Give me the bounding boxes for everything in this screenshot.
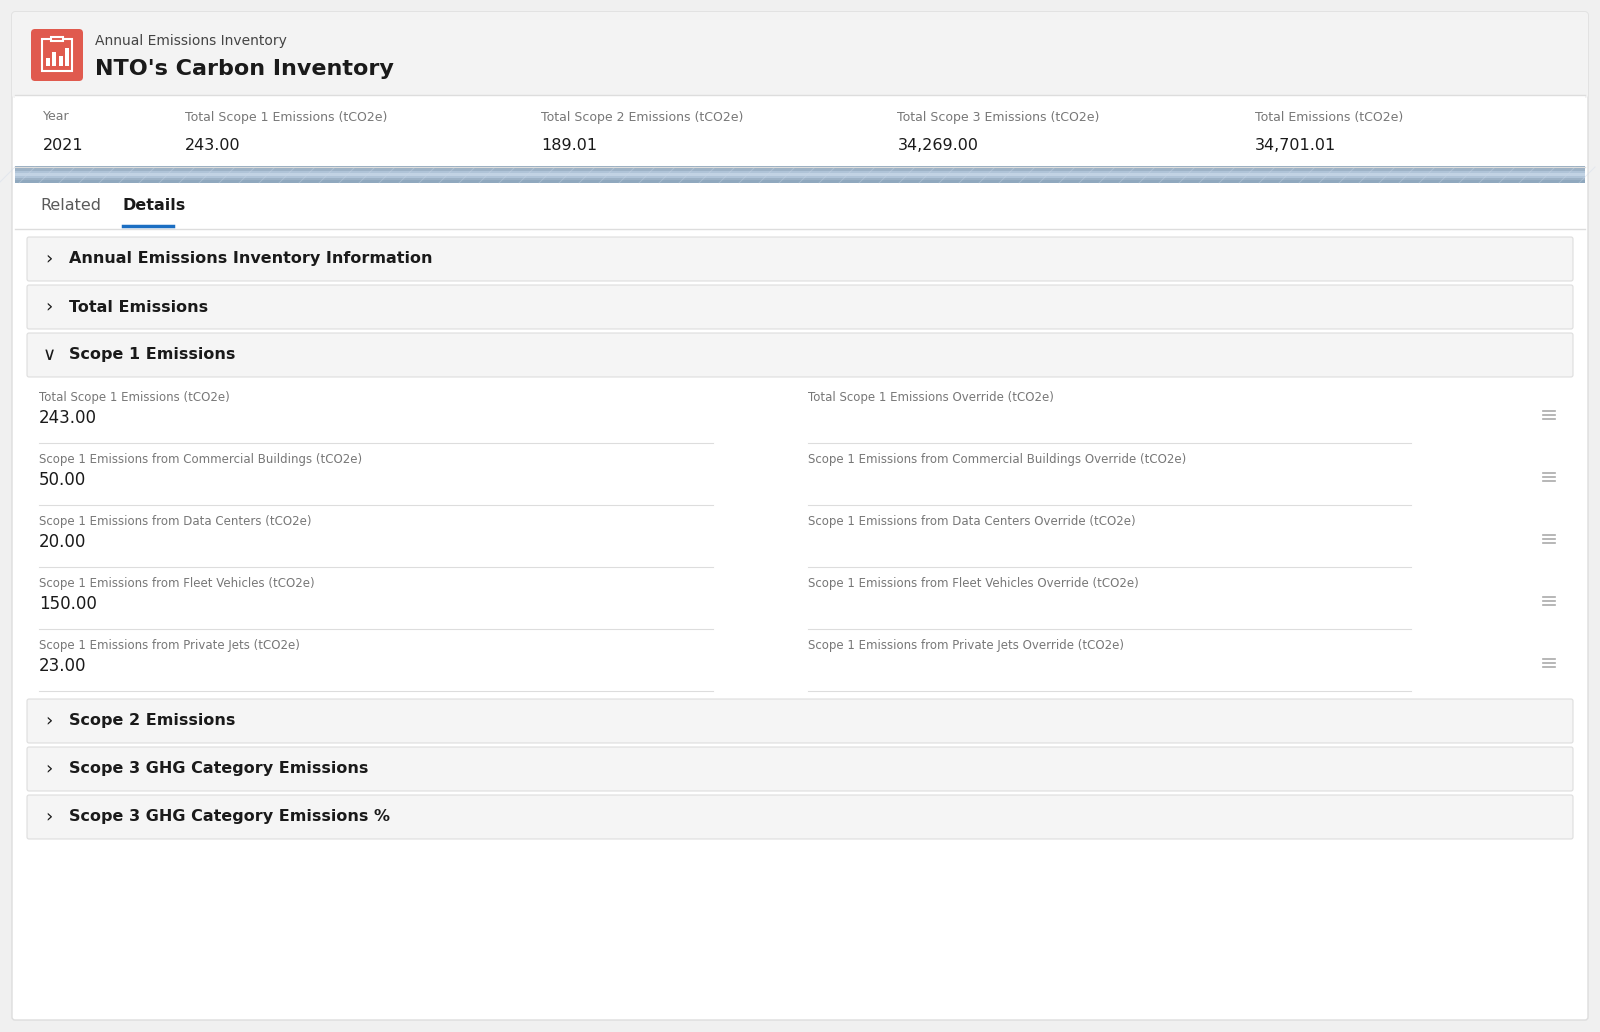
Text: 150.00: 150.00 xyxy=(38,595,98,613)
Text: 34,269.00: 34,269.00 xyxy=(898,137,978,153)
Text: ›: › xyxy=(45,712,53,730)
Bar xyxy=(14,181,1586,183)
Text: Total Scope 2 Emissions (tCO2e): Total Scope 2 Emissions (tCO2e) xyxy=(541,110,744,124)
Bar xyxy=(46,58,50,66)
Text: 23.00: 23.00 xyxy=(38,657,86,675)
FancyBboxPatch shape xyxy=(27,285,1573,329)
Bar xyxy=(14,95,1586,167)
Text: Scope 1 Emissions from Commercial Buildings (tCO2e): Scope 1 Emissions from Commercial Buildi… xyxy=(38,453,362,466)
Text: Year: Year xyxy=(43,110,70,124)
Text: Scope 3 GHG Category Emissions: Scope 3 GHG Category Emissions xyxy=(69,762,368,776)
Text: 189.01: 189.01 xyxy=(541,137,597,153)
Text: 50.00: 50.00 xyxy=(38,471,86,489)
Text: Scope 1 Emissions from Fleet Vehicles (tCO2e): Scope 1 Emissions from Fleet Vehicles (t… xyxy=(38,577,315,590)
Bar xyxy=(42,39,72,71)
Text: Related: Related xyxy=(40,198,101,214)
Text: Total Emissions: Total Emissions xyxy=(69,299,208,315)
Text: Details: Details xyxy=(123,198,186,214)
Bar xyxy=(14,183,1586,229)
Text: Total Scope 3 Emissions (tCO2e): Total Scope 3 Emissions (tCO2e) xyxy=(898,110,1099,124)
FancyBboxPatch shape xyxy=(13,12,1587,1020)
Text: Scope 1 Emissions from Private Jets (tCO2e): Scope 1 Emissions from Private Jets (tCO… xyxy=(38,639,299,652)
Text: Scope 1 Emissions from Data Centers (tCO2e): Scope 1 Emissions from Data Centers (tCO… xyxy=(38,515,312,528)
Bar xyxy=(14,169,1586,171)
Text: 2021: 2021 xyxy=(43,137,83,153)
Bar xyxy=(14,171,1586,173)
Text: Total Scope 1 Emissions (tCO2e): Total Scope 1 Emissions (tCO2e) xyxy=(38,391,230,404)
Text: ›: › xyxy=(45,250,53,268)
Bar xyxy=(51,37,62,41)
Text: Annual Emissions Inventory Information: Annual Emissions Inventory Information xyxy=(69,252,432,266)
FancyBboxPatch shape xyxy=(27,699,1573,743)
Text: ›: › xyxy=(45,760,53,778)
FancyBboxPatch shape xyxy=(27,747,1573,791)
Bar xyxy=(14,178,1586,181)
Text: Scope 1 Emissions from Fleet Vehicles Override (tCO2e): Scope 1 Emissions from Fleet Vehicles Ov… xyxy=(808,577,1139,590)
FancyBboxPatch shape xyxy=(30,29,83,80)
Text: Scope 1 Emissions from Commercial Buildings Override (tCO2e): Scope 1 Emissions from Commercial Buildi… xyxy=(808,453,1186,466)
Text: 34,701.01: 34,701.01 xyxy=(1256,137,1336,153)
Text: Total Scope 1 Emissions (tCO2e): Total Scope 1 Emissions (tCO2e) xyxy=(184,110,387,124)
FancyBboxPatch shape xyxy=(13,12,1587,98)
Text: Annual Emissions Inventory: Annual Emissions Inventory xyxy=(94,34,286,49)
Text: ›: › xyxy=(45,298,53,316)
Bar xyxy=(14,166,1586,169)
Text: 243.00: 243.00 xyxy=(184,137,240,153)
Text: Scope 3 GHG Category Emissions %: Scope 3 GHG Category Emissions % xyxy=(69,809,390,825)
Bar xyxy=(14,175,1586,179)
Text: Scope 1 Emissions: Scope 1 Emissions xyxy=(69,348,235,362)
Text: Total Scope 1 Emissions Override (tCO2e): Total Scope 1 Emissions Override (tCO2e) xyxy=(808,391,1053,404)
Text: Scope 1 Emissions from Private Jets Override (tCO2e): Scope 1 Emissions from Private Jets Over… xyxy=(808,639,1123,652)
Bar xyxy=(14,55,1586,95)
Bar xyxy=(51,52,56,66)
Bar xyxy=(59,56,62,66)
Text: ›: › xyxy=(45,808,53,826)
Text: NTO's Carbon Inventory: NTO's Carbon Inventory xyxy=(94,59,394,79)
Text: 243.00: 243.00 xyxy=(38,409,98,427)
Text: Scope 2 Emissions: Scope 2 Emissions xyxy=(69,713,235,729)
Text: Total Emissions (tCO2e): Total Emissions (tCO2e) xyxy=(1256,110,1403,124)
Bar xyxy=(66,49,69,66)
FancyBboxPatch shape xyxy=(27,333,1573,377)
Text: 20.00: 20.00 xyxy=(38,533,86,551)
FancyBboxPatch shape xyxy=(27,795,1573,839)
FancyBboxPatch shape xyxy=(27,237,1573,281)
Bar xyxy=(14,173,1586,176)
Text: ∨: ∨ xyxy=(43,346,56,364)
Text: Scope 1 Emissions from Data Centers Override (tCO2e): Scope 1 Emissions from Data Centers Over… xyxy=(808,515,1136,528)
